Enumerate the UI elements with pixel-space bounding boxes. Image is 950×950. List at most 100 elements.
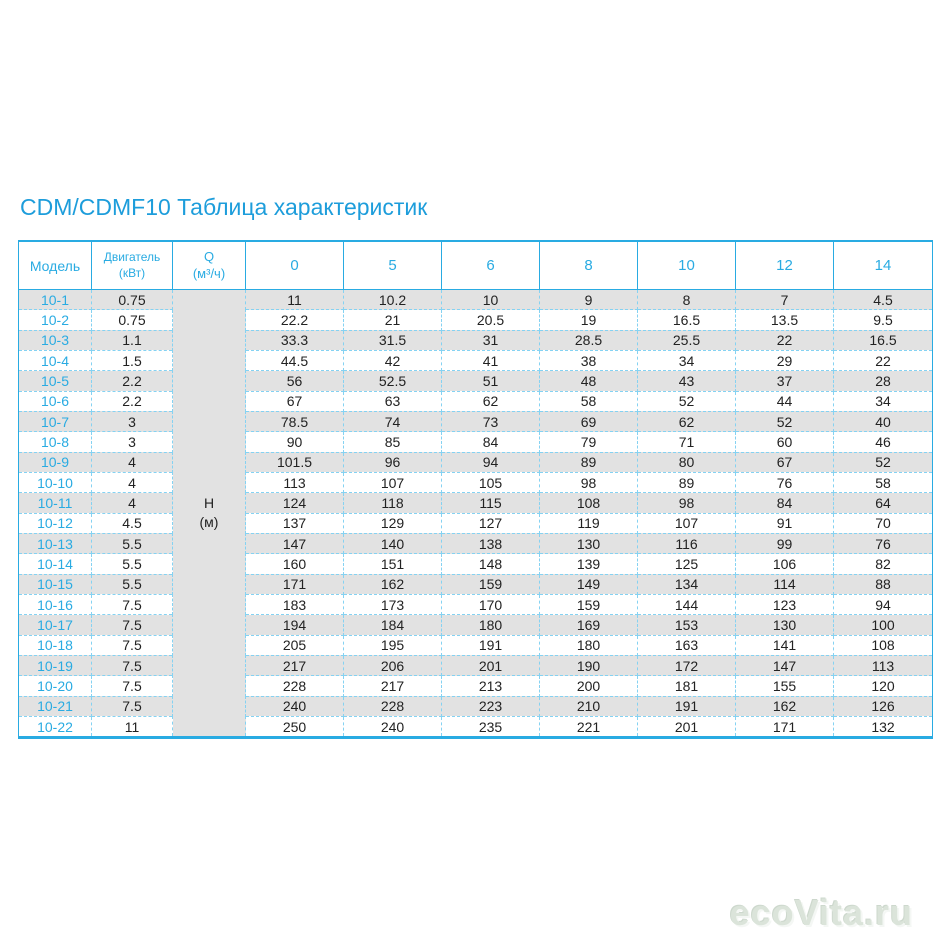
value-cell: 162 bbox=[735, 695, 834, 717]
value-cell: 134 bbox=[637, 573, 736, 595]
value-cell: 28.5 bbox=[539, 329, 638, 351]
value-cell: 67 bbox=[245, 390, 344, 412]
value-cell: 184 bbox=[343, 614, 442, 636]
value-cell: 44 bbox=[735, 390, 834, 412]
value-cell: 11 bbox=[245, 288, 344, 311]
value-cell: 58 bbox=[539, 390, 638, 412]
value-cell: 155 bbox=[735, 675, 834, 697]
value-cell: 217 bbox=[343, 675, 442, 697]
value-cell: 38 bbox=[539, 349, 638, 372]
value-cell: 84 bbox=[735, 492, 834, 514]
header-motor-line1: Двигатель bbox=[103, 249, 161, 264]
value-cell: 80 bbox=[637, 451, 736, 473]
value-cell: 250 bbox=[245, 715, 344, 739]
table-row: 10-1 0.75 H (м) 11 10.2 10 9 8 7 4.5 bbox=[18, 288, 933, 739]
value-cell: 113 bbox=[833, 654, 933, 677]
power-cell: 0.75 bbox=[91, 309, 173, 331]
value-cell: 228 bbox=[245, 675, 344, 697]
power-cell: 7.5 bbox=[91, 593, 173, 616]
table-row: 10-18 7.5 205 195 191 180 163 141 108 bbox=[18, 634, 933, 656]
value-cell: 116 bbox=[637, 532, 736, 555]
power-cell: 5.5 bbox=[91, 553, 173, 575]
value-cell: 96 bbox=[343, 451, 442, 473]
header-flow-6: 6 bbox=[441, 240, 540, 290]
ecovita-watermark: ecoVita.ru bbox=[729, 892, 913, 933]
model-cell: 10-7 bbox=[18, 410, 92, 433]
value-cell: 221 bbox=[539, 715, 638, 739]
value-cell: 114 bbox=[735, 573, 834, 595]
header-flow-14: 14 bbox=[833, 240, 933, 290]
value-cell: 16.5 bbox=[833, 329, 933, 351]
value-cell: 33.3 bbox=[245, 329, 344, 351]
table-row: 10-4 1.5 44.5 42 41 38 34 29 22 bbox=[18, 349, 933, 372]
header-flow-12: 12 bbox=[735, 240, 834, 290]
value-cell: 206 bbox=[343, 654, 442, 677]
value-cell: 40 bbox=[833, 410, 933, 433]
model-cell: 10-15 bbox=[18, 573, 92, 595]
model-cell: 10-10 bbox=[18, 471, 92, 494]
value-cell: 90 bbox=[245, 431, 344, 453]
value-cell: 76 bbox=[735, 471, 834, 494]
value-cell: 22.2 bbox=[245, 309, 344, 331]
value-cell: 181 bbox=[637, 675, 736, 697]
value-cell: 67 bbox=[735, 451, 834, 473]
value-cell: 113 bbox=[245, 471, 344, 494]
model-cell: 10-14 bbox=[18, 553, 92, 575]
value-cell: 190 bbox=[539, 654, 638, 677]
value-cell: 16.5 bbox=[637, 309, 736, 331]
value-cell: 62 bbox=[441, 390, 540, 412]
value-cell: 130 bbox=[539, 532, 638, 555]
value-cell: 29 bbox=[735, 349, 834, 372]
value-cell: 172 bbox=[637, 654, 736, 677]
value-cell: 78.5 bbox=[245, 410, 344, 433]
header-q: Q (м³/ч) bbox=[172, 240, 246, 290]
value-cell: 22 bbox=[833, 349, 933, 372]
model-cell: 10-12 bbox=[18, 512, 92, 534]
value-cell: 44.5 bbox=[245, 349, 344, 372]
model-cell: 10-20 bbox=[18, 675, 92, 697]
value-cell: 171 bbox=[245, 573, 344, 595]
value-cell: 180 bbox=[539, 634, 638, 656]
value-cell: 139 bbox=[539, 553, 638, 575]
value-cell: 119 bbox=[539, 512, 638, 534]
value-cell: 106 bbox=[735, 553, 834, 575]
model-cell: 10-2 bbox=[18, 309, 92, 331]
model-cell: 10-22 bbox=[18, 715, 92, 739]
value-cell: 101.5 bbox=[245, 451, 344, 473]
value-cell: 191 bbox=[441, 634, 540, 656]
header-model: Модель bbox=[18, 240, 92, 290]
value-cell: 159 bbox=[539, 593, 638, 616]
value-cell: 84 bbox=[441, 431, 540, 453]
model-cell: 10-17 bbox=[18, 614, 92, 636]
value-cell: 20.5 bbox=[441, 309, 540, 331]
value-cell: 71 bbox=[637, 431, 736, 453]
power-cell: 3 bbox=[91, 431, 173, 453]
value-cell: 99 bbox=[735, 532, 834, 555]
value-cell: 63 bbox=[343, 390, 442, 412]
power-cell: 11 bbox=[91, 715, 173, 739]
power-cell: 0.75 bbox=[91, 288, 173, 311]
table-row: 10-19 7.5 217 206 201 190 172 147 113 bbox=[18, 654, 933, 677]
value-cell: 64 bbox=[833, 492, 933, 514]
table-body: 10-1 0.75 H (м) 11 10.2 10 9 8 7 4.5 10-2 0.75 22.2 21… bbox=[18, 288, 933, 739]
power-cell: 4 bbox=[91, 471, 173, 494]
value-cell: 70 bbox=[833, 512, 933, 534]
header-flow-10: 10 bbox=[637, 240, 736, 290]
table-row: 10-3 1.1 33.3 31.5 31 28.5 25.5 22 16.5 bbox=[18, 329, 933, 351]
value-cell: 89 bbox=[539, 451, 638, 473]
value-cell: 148 bbox=[441, 553, 540, 575]
h-unit: (м) bbox=[199, 514, 219, 531]
value-cell: 183 bbox=[245, 593, 344, 616]
model-cell: 10-16 bbox=[18, 593, 92, 616]
value-cell: 115 bbox=[441, 492, 540, 514]
power-cell: 5.5 bbox=[91, 532, 173, 555]
value-cell: 159 bbox=[441, 573, 540, 595]
model-cell: 10-18 bbox=[18, 634, 92, 656]
table-row: 10-22 11 250 240 235 221 201 171 132 bbox=[18, 715, 933, 739]
model-cell: 10-13 bbox=[18, 532, 92, 555]
value-cell: 191 bbox=[637, 695, 736, 717]
table-row: 10-2 0.75 22.2 21 20.5 19 16.5 13.5 9.5 bbox=[18, 309, 933, 331]
power-cell: 1.1 bbox=[91, 329, 173, 351]
power-cell: 4 bbox=[91, 451, 173, 473]
value-cell: 217 bbox=[245, 654, 344, 677]
